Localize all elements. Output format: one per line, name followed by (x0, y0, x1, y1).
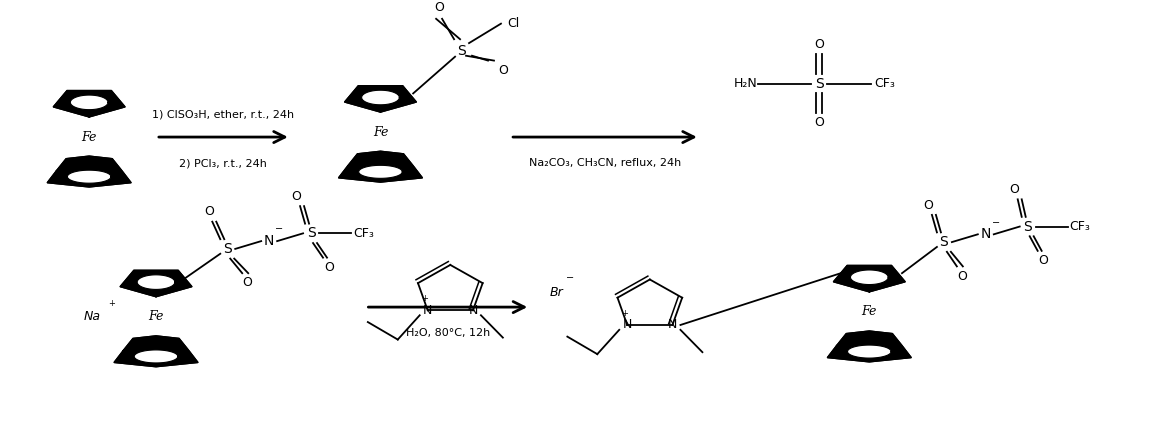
Polygon shape (68, 170, 111, 183)
Text: Na₂CO₃, CH₃CN, reflux, 24h: Na₂CO₃, CH₃CN, reflux, 24h (529, 158, 681, 169)
Text: O: O (292, 190, 301, 203)
Text: O: O (243, 276, 252, 289)
Text: O: O (434, 1, 444, 14)
Text: CF₃: CF₃ (874, 77, 895, 90)
Polygon shape (359, 165, 402, 178)
Text: −: − (566, 273, 574, 283)
Polygon shape (338, 151, 422, 182)
Polygon shape (361, 90, 399, 105)
Text: +: + (620, 309, 627, 318)
Polygon shape (850, 270, 888, 285)
Text: Fe: Fe (148, 310, 163, 323)
Text: H₂N: H₂N (733, 77, 758, 90)
Text: O: O (204, 205, 215, 218)
Text: O: O (498, 64, 508, 77)
Polygon shape (848, 345, 891, 358)
Text: O: O (923, 199, 933, 212)
Text: N: N (469, 304, 478, 317)
Text: O: O (957, 270, 967, 282)
Text: H₂O, 80°C, 12h: H₂O, 80°C, 12h (406, 328, 490, 339)
Text: S: S (940, 235, 948, 249)
Polygon shape (70, 95, 108, 110)
Polygon shape (120, 270, 192, 297)
Text: N: N (423, 304, 433, 317)
Text: +: + (421, 294, 428, 303)
Polygon shape (138, 275, 175, 289)
Text: −: − (275, 224, 283, 235)
Text: Fe: Fe (373, 126, 388, 139)
Text: O: O (1009, 183, 1019, 196)
Polygon shape (345, 86, 416, 112)
Text: O: O (324, 261, 333, 274)
Polygon shape (834, 265, 905, 292)
Text: Fe: Fe (862, 306, 877, 318)
Text: S: S (815, 77, 824, 91)
Text: N: N (668, 318, 677, 331)
Text: 1) ClSO₃H, ether, r.t., 24h: 1) ClSO₃H, ether, r.t., 24h (153, 110, 295, 119)
Text: N: N (623, 318, 632, 331)
Text: −: − (992, 218, 999, 228)
Text: +: + (107, 299, 114, 308)
Polygon shape (114, 336, 198, 367)
Text: O: O (815, 38, 824, 51)
Polygon shape (134, 350, 177, 363)
Polygon shape (828, 331, 911, 362)
Text: 2) PCl₃, r.t., 24h: 2) PCl₃, r.t., 24h (180, 158, 267, 169)
Text: N: N (981, 227, 991, 241)
Polygon shape (48, 156, 131, 187)
Text: S: S (307, 226, 316, 241)
Text: CF₃: CF₃ (1069, 220, 1090, 233)
Text: S: S (223, 242, 232, 256)
Text: S: S (457, 44, 465, 58)
Polygon shape (54, 91, 125, 117)
Text: O: O (1039, 254, 1048, 267)
Text: N: N (264, 234, 274, 248)
Text: Fe: Fe (82, 131, 97, 143)
Text: S: S (1024, 220, 1032, 234)
Text: CF₃: CF₃ (353, 227, 374, 240)
Text: Na: Na (84, 310, 101, 323)
Text: Br: Br (550, 286, 564, 299)
Text: Cl: Cl (507, 17, 519, 30)
Text: O: O (815, 116, 824, 129)
